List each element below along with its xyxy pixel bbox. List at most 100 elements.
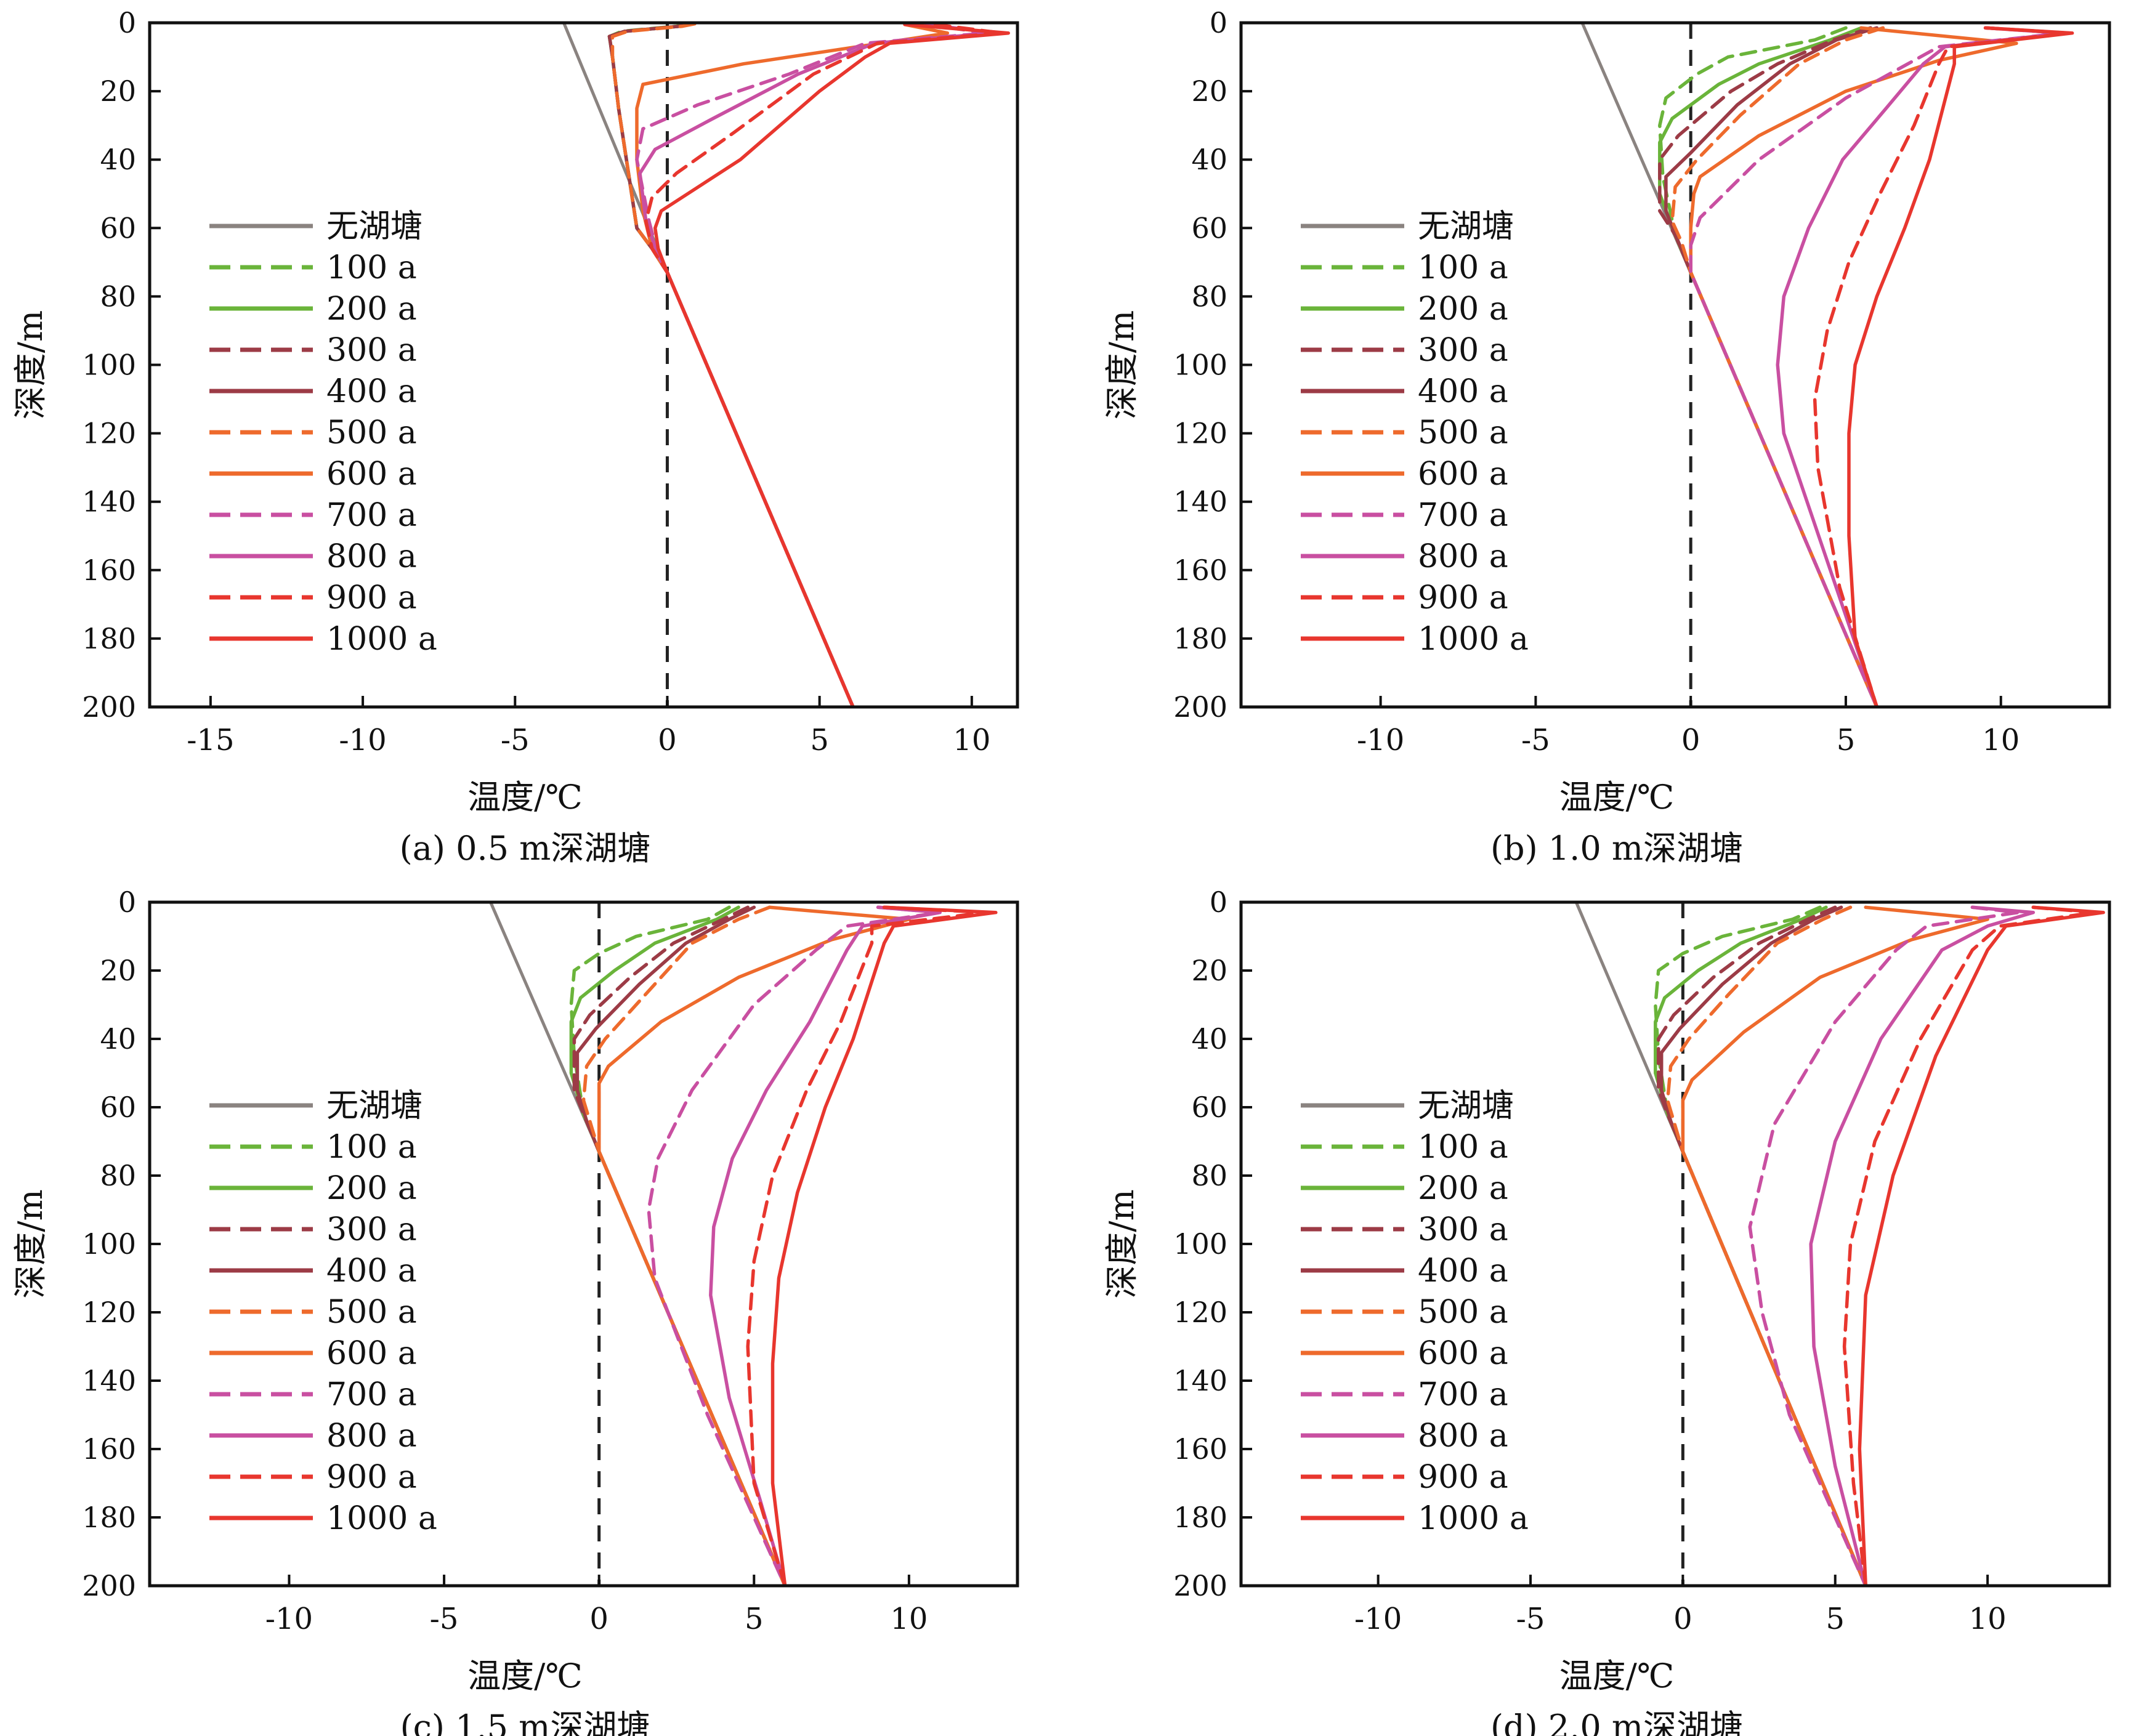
legend-label: 无湖塘 <box>326 1088 423 1124</box>
series-line <box>653 23 1010 707</box>
series-line <box>647 905 942 1586</box>
legend-label: 900 a <box>1418 1459 1508 1496</box>
series-line <box>709 905 942 1586</box>
legend-label: 700 a <box>1418 1376 1508 1413</box>
series-line <box>1847 26 2074 707</box>
y-tick-label: 140 <box>82 485 136 519</box>
legend-label: 800 a <box>1418 1418 1508 1455</box>
x-tick-label: -10 <box>339 723 386 757</box>
series-line <box>770 905 998 1586</box>
plot-frame <box>148 900 1019 1588</box>
x-tick-label: -10 <box>1357 723 1404 757</box>
y-tick-label: 180 <box>1173 622 1227 655</box>
legend-label: 700 a <box>326 497 417 534</box>
legend-label: 600 a <box>1418 456 1508 493</box>
y-tick-label: 0 <box>118 6 136 39</box>
legend-label: 900 a <box>326 1459 417 1496</box>
x-tick-label: -10 <box>265 1602 313 1636</box>
legend: 无湖塘 100 a 200 a 300 a 400 a 500 a 600 a 700 a 80… <box>1301 1088 1529 1537</box>
series-line <box>607 23 855 707</box>
x-tick-label: -5 <box>430 1602 459 1636</box>
y-tick-label: 120 <box>82 417 136 450</box>
legend-label: 100 a <box>326 1129 417 1166</box>
y-tick-label: 100 <box>82 349 136 382</box>
panel-caption: (d) 2.0 m深湖塘 <box>1490 1708 1743 1736</box>
y-tick-label: 200 <box>1173 690 1227 724</box>
y-tick-label: 20 <box>100 75 136 108</box>
legend-label: 600 a <box>326 456 417 493</box>
legend-label: 800 a <box>326 538 417 575</box>
y-tick-label: 100 <box>1173 349 1227 382</box>
y-tick-label: 160 <box>82 1432 136 1466</box>
series-line <box>1842 905 2097 1586</box>
series-line <box>635 23 950 707</box>
legend: 无湖塘 100 a 200 a 300 a 400 a 500 a 600 a 700 a 80… <box>209 208 437 658</box>
legend-label: 无湖塘 <box>1418 1088 1514 1124</box>
x-tick-label: 5 <box>745 1602 764 1636</box>
series-group <box>1580 23 2074 707</box>
legend-label: 200 a <box>1418 1170 1508 1207</box>
legend-label: 300 a <box>326 332 417 369</box>
y-axis-label: 深度/m <box>1102 1189 1141 1298</box>
series-line <box>746 905 989 1586</box>
legend-label: 400 a <box>1418 1253 1508 1290</box>
y-tick-label: 120 <box>1173 417 1227 450</box>
x-tick-label: -5 <box>501 723 530 757</box>
legend-label: 700 a <box>326 1376 417 1413</box>
series-line <box>607 23 855 707</box>
y-tick-label: 40 <box>100 1022 136 1056</box>
legend-label: 300 a <box>1418 332 1508 369</box>
panel-caption: (c) 1.5 m深湖塘 <box>400 1708 650 1736</box>
series-line <box>1657 905 1867 1586</box>
x-tick-label: 5 <box>810 723 829 757</box>
panel-caption: (b) 1.0 m深湖塘 <box>1490 829 1743 868</box>
y-axis-label: 深度/m <box>1102 310 1141 419</box>
x-tick-label: 5 <box>1826 1602 1845 1636</box>
x-tick-label: -10 <box>1354 1602 1402 1636</box>
legend: 无湖塘 100 a 200 a 300 a 400 a 500 a 600 a 700 a 80… <box>209 1088 437 1537</box>
y-tick-label: 100 <box>1173 1227 1227 1261</box>
legend-label: 600 a <box>326 1335 417 1372</box>
legend-label: 500 a <box>1418 1294 1508 1331</box>
y-tick-label: 160 <box>1173 554 1227 587</box>
y-tick-label: 60 <box>100 211 136 244</box>
y-tick-label: 0 <box>1210 886 1227 919</box>
chart-panel: 0 20 40 60 80 100 120 140 160 180 200 -15 -10 -5 0 5 10 温… <box>11 6 1019 868</box>
x-axis-label: 温度/℃ <box>467 1657 583 1695</box>
y-tick-label: 120 <box>82 1296 136 1329</box>
legend-label: 200 a <box>326 291 417 328</box>
series-group <box>562 23 1010 707</box>
series-line <box>1681 905 1989 1586</box>
legend-label: 500 a <box>1418 414 1508 451</box>
series-line <box>1654 905 1867 1586</box>
x-tick-label: -5 <box>1516 1602 1545 1636</box>
y-tick-label: 60 <box>100 1091 136 1124</box>
legend-label: 500 a <box>326 1294 417 1331</box>
y-tick-label: 140 <box>82 1364 136 1397</box>
x-tick-label: 5 <box>1837 723 1856 757</box>
y-tick-label: 160 <box>82 554 136 587</box>
y-tick-label: 40 <box>100 143 136 176</box>
chart-panel: 0 20 40 60 80 100 120 140 160 180 200 -10 -5 0 5 10 温度/℃… <box>1102 886 2111 1736</box>
plot-frame <box>1239 21 2111 709</box>
y-tick-label: 80 <box>100 280 136 313</box>
y-tick-label: 80 <box>1191 1159 1227 1192</box>
y-axis-label: 深度/m <box>11 310 50 419</box>
x-tick-label: 0 <box>1673 1602 1692 1636</box>
y-tick-label: 180 <box>1173 1501 1227 1534</box>
legend: 无湖塘 100 a 200 a 300 a 400 a 500 a 600 a 700 a 80… <box>1301 208 1529 658</box>
y-tick-label: 120 <box>1173 1296 1227 1329</box>
y-tick-label: 60 <box>1191 1091 1227 1124</box>
chart-panel: 0 20 40 60 80 100 120 140 160 180 200 -10 -5 0 5 10 温度/℃… <box>11 886 1019 1736</box>
series-line <box>1813 26 2071 707</box>
series-line <box>1659 905 1867 1586</box>
y-axis-label: 深度/m <box>11 1189 50 1298</box>
y-tick-label: 20 <box>1191 75 1227 108</box>
x-axis-label: 温度/℃ <box>1559 1657 1675 1695</box>
x-tick-label: 0 <box>1681 723 1700 757</box>
y-tick-label: 60 <box>1191 211 1227 244</box>
legend-label: 1000 a <box>326 621 437 658</box>
series-line <box>1748 905 2020 1586</box>
y-tick-label: 0 <box>1210 6 1227 39</box>
